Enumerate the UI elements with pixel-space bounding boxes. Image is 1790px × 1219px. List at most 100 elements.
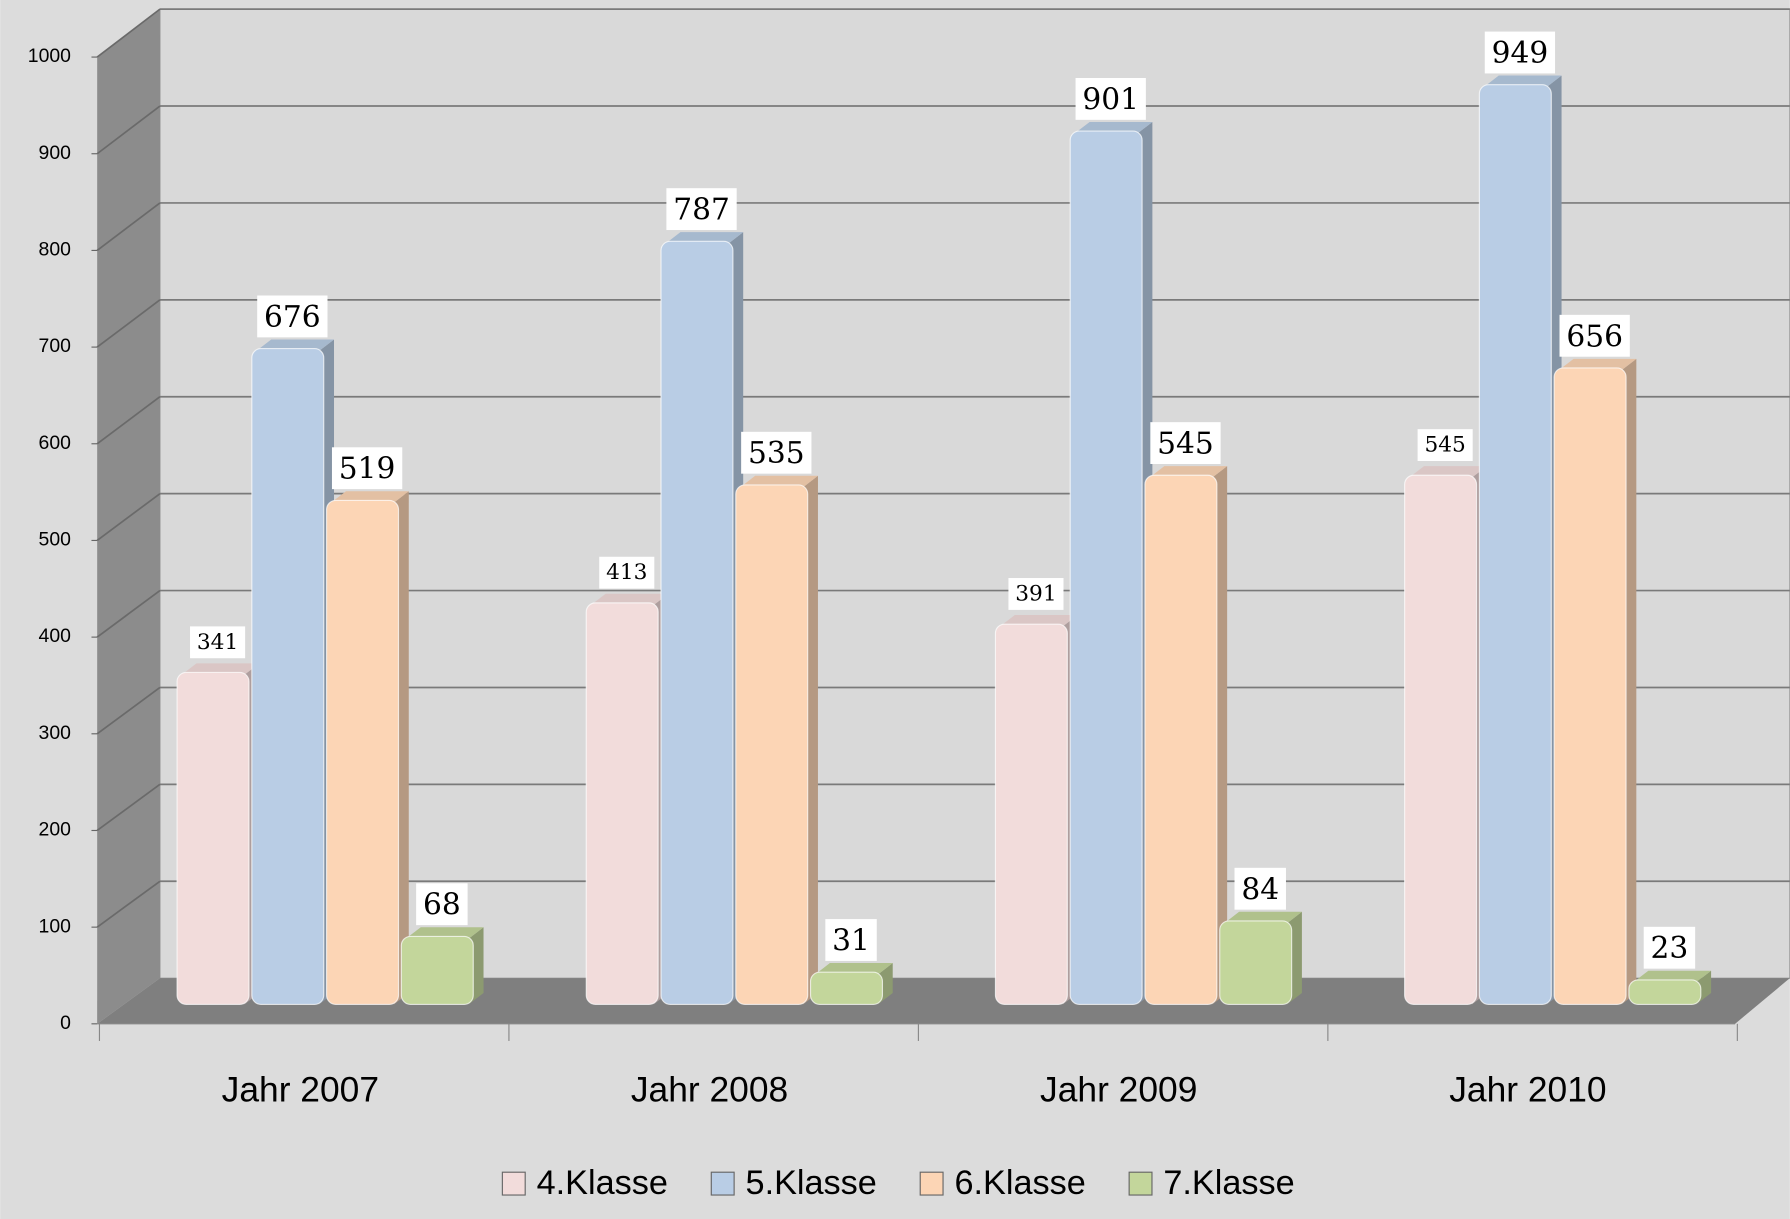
y-tick-label: 300	[39, 722, 72, 744]
y-tick-label: 600	[39, 432, 72, 454]
value-label-group: 656	[1559, 314, 1630, 357]
value-label-group: 341	[190, 626, 246, 659]
bar	[1478, 84, 1552, 1005]
value-label-group: 31	[825, 919, 877, 961]
value-label-group: 787	[666, 188, 737, 231]
x-tick-label: Jahr 2009	[1040, 1071, 1197, 1110]
legend-label: 5.Klasse	[746, 1164, 877, 1202]
value-label-group: 676	[257, 295, 328, 338]
side-grid-line	[96, 396, 161, 445]
value-label-group: 413	[599, 556, 655, 589]
value-label-group: 84	[1234, 867, 1286, 910]
y-tick-label: 800	[39, 239, 72, 261]
value-label-group: 391	[1008, 578, 1064, 610]
side-grid-line	[96, 299, 161, 348]
value-label-box	[1417, 429, 1473, 462]
value-label: 545	[1424, 433, 1465, 458]
side-grid-line	[96, 8, 161, 58]
bar	[1404, 474, 1478, 1005]
bar	[251, 348, 325, 1005]
value-label: 787	[673, 192, 730, 227]
value-label-box	[1643, 926, 1696, 969]
value-label-group: 545	[1150, 422, 1221, 465]
bar	[1628, 979, 1702, 1005]
side-grid-line	[96, 686, 161, 735]
value-label-box	[666, 188, 737, 231]
legend-label: 7.Klasse	[1163, 1164, 1294, 1202]
side-grid-line	[96, 589, 161, 638]
bar	[735, 484, 809, 1005]
value-label: 23	[1651, 930, 1689, 965]
value-label: 84	[1241, 871, 1279, 906]
value-label-group: 535	[741, 431, 812, 474]
value-label: 341	[197, 630, 238, 655]
bar-top	[1074, 121, 1153, 134]
legend-swatch	[710, 1171, 735, 1196]
value-label-box	[1234, 867, 1286, 910]
value-label: 535	[748, 435, 805, 470]
value-label: 413	[606, 560, 647, 585]
y-tick-label: 500	[39, 529, 72, 551]
value-label: 519	[339, 451, 396, 486]
side-grid-line	[96, 783, 161, 832]
bar	[1069, 130, 1143, 1005]
side-grid-line	[96, 105, 161, 155]
floor	[97, 978, 1790, 1024]
value-label-group: 901	[1075, 77, 1146, 120]
side-grid-line	[96, 880, 161, 928]
legend-swatch	[919, 1171, 944, 1196]
value-label: 676	[264, 299, 321, 334]
value-label: 949	[1492, 35, 1549, 70]
x-tick-label: Jahr 2008	[631, 1071, 788, 1110]
value-label: 545	[1157, 426, 1214, 461]
y-tick-label: 700	[39, 335, 72, 357]
legend-label: 4.Klasse	[537, 1164, 668, 1202]
value-label-box	[1150, 422, 1221, 465]
bar	[809, 971, 884, 1005]
bar	[1553, 367, 1627, 1005]
value-label: 391	[1015, 581, 1056, 606]
value-label-group: 68	[416, 883, 468, 926]
value-label-box	[1559, 314, 1630, 357]
value-label-box	[741, 431, 812, 474]
bar	[176, 671, 250, 1005]
value-label: 68	[423, 887, 461, 922]
bar	[326, 499, 400, 1005]
bar	[1144, 474, 1218, 1005]
value-label-group: 545	[1417, 429, 1473, 462]
value-label-box	[1484, 31, 1556, 74]
y-tick-label: 1000	[28, 45, 71, 67]
side-grid-line	[96, 492, 161, 542]
y-tick-label: 100	[39, 915, 72, 937]
value-label-box	[190, 626, 246, 659]
value-label-group: 519	[331, 447, 403, 490]
value-label-group: 949	[1484, 31, 1556, 74]
value-label-box	[1008, 578, 1064, 610]
value-label-box	[257, 295, 328, 338]
bar	[660, 240, 734, 1005]
y-tick-label: 0	[60, 1012, 71, 1034]
x-tick-label: Jahr 2010	[1449, 1071, 1606, 1110]
value-label: 901	[1082, 81, 1139, 116]
value-label-box	[1075, 77, 1146, 120]
value-label-group: 23	[1643, 926, 1696, 969]
bar	[400, 935, 474, 1005]
value-label-box	[416, 883, 468, 926]
y-tick-label: 200	[39, 819, 72, 841]
value-label: 31	[832, 922, 870, 957]
value-label-box	[599, 556, 655, 589]
value-label: 656	[1566, 318, 1623, 353]
x-tick-label: Jahr 2007	[222, 1071, 379, 1110]
y-tick-label: 400	[39, 625, 72, 647]
value-label-box	[331, 447, 403, 490]
legend-swatch	[501, 1171, 526, 1196]
y-tick-label: 900	[39, 142, 72, 164]
legend-swatch	[1128, 1171, 1153, 1196]
bar	[585, 602, 659, 1005]
bar	[994, 623, 1068, 1005]
value-label-box	[825, 919, 877, 961]
bar	[1219, 920, 1293, 1005]
legend-label: 6.Klasse	[954, 1164, 1085, 1202]
